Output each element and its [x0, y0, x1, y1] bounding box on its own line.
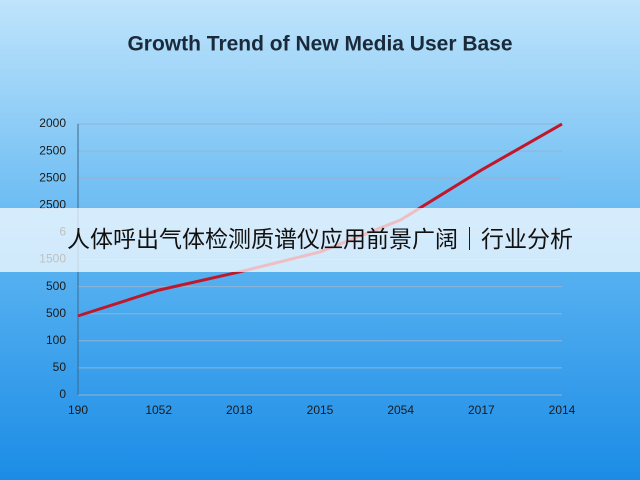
banner: 人体呼出气体检测质谱仪应用前景广阔｜行业分析: [0, 208, 640, 272]
chart-title: Growth Trend of New Media User Base: [127, 33, 512, 56]
y-tick-label: 0: [59, 387, 66, 401]
y-tick-label: 50: [53, 360, 67, 374]
x-tick-label: 2018: [226, 403, 253, 417]
y-tick-label: 2500: [39, 170, 66, 184]
y-tick-label: 500: [46, 279, 66, 293]
y-tick-label: 500: [46, 306, 66, 320]
x-tick-label: 2015: [307, 403, 334, 417]
y-tick-label: 2000: [39, 116, 66, 130]
x-tick-label: 2014: [549, 403, 576, 417]
x-tick-label: 190: [68, 403, 88, 417]
x-tick-label: 2017: [468, 403, 495, 417]
y-tick-label: 2500: [39, 197, 66, 211]
x-tick-label: 2054: [387, 403, 414, 417]
x-tick-label: 1052: [145, 403, 172, 417]
y-tick-label: 2500: [39, 143, 66, 157]
y-tick-label: 100: [46, 333, 66, 347]
